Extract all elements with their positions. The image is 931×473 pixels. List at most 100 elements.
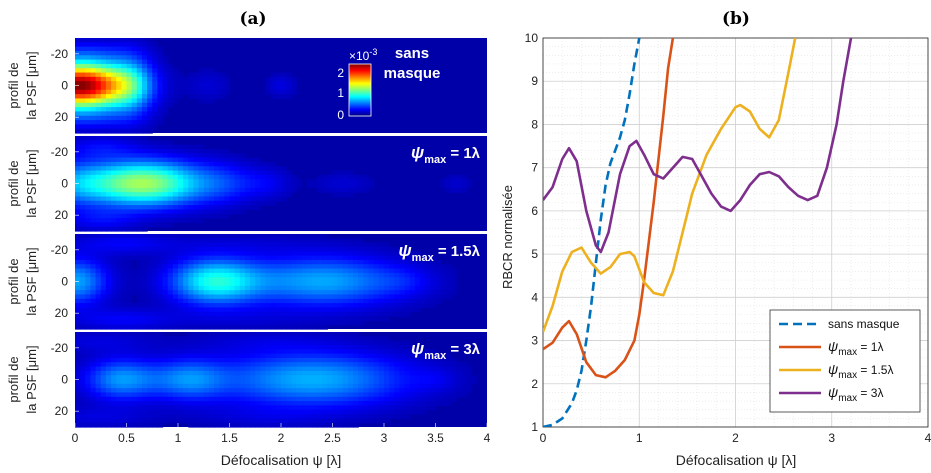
heatmap-cell	[126, 46, 133, 52]
heatmap-cell	[121, 140, 128, 146]
heatmap-cell	[131, 50, 138, 56]
heatmap-cell	[85, 107, 92, 113]
heatmap-cell	[260, 161, 267, 167]
heatmap-cell	[229, 349, 236, 355]
heatmap-cell	[270, 307, 277, 313]
heatmap-cell	[255, 161, 261, 167]
heatmap-cell	[281, 362, 287, 368]
heatmap-cell	[353, 320, 359, 326]
heatmap-cell	[105, 272, 112, 278]
heatmap-cell	[214, 179, 220, 185]
heatmap-cell	[116, 120, 122, 125]
heatmap-cell	[95, 120, 102, 125]
heatmap-cell	[90, 340, 97, 346]
heatmap-cell	[389, 370, 395, 376]
heatmap-cell	[198, 68, 205, 74]
heatmap-cell	[389, 281, 395, 287]
heatmap-cell	[188, 388, 195, 394]
heatmap-cell	[172, 81, 179, 87]
heatmap-cell	[378, 311, 385, 317]
heatmap-cell	[456, 383, 462, 389]
heatmap-cell	[229, 161, 236, 167]
heatmap-cell	[229, 320, 236, 326]
heatmap-cell	[337, 379, 344, 385]
heatmap-cell	[131, 218, 138, 223]
heatmap-cell	[85, 174, 92, 180]
heatmap-cell	[183, 272, 189, 278]
row-ylabel: la PSF [μm]	[24, 149, 39, 217]
heatmap-cell	[116, 72, 122, 78]
heatmap-cell	[152, 144, 158, 150]
heatmap-cell	[131, 196, 138, 202]
heatmap-cell	[394, 405, 401, 411]
heatmap-cell	[337, 187, 344, 193]
heatmap-cell	[275, 392, 282, 398]
heatmap-cell	[322, 294, 328, 300]
heatmap-cell	[327, 259, 334, 265]
heatmap-cell	[147, 187, 153, 193]
heatmap-cell	[255, 370, 261, 376]
heatmap-cell	[167, 187, 174, 193]
heatmap-cell	[270, 290, 277, 296]
heatmap-cell	[95, 170, 102, 176]
heatmap-cell	[327, 268, 334, 274]
heatmap-cell	[147, 401, 153, 407]
colorbar: ×10-3 2 1 0	[337, 47, 377, 122]
heatmap-cell	[90, 268, 97, 274]
heatmap-cell	[229, 298, 236, 304]
heatmap-cell	[75, 255, 81, 261]
heatmap-cell	[178, 174, 184, 180]
heatmap-cell	[80, 316, 86, 321]
heatmap-cell	[286, 298, 292, 304]
heatmap-cell	[358, 281, 364, 287]
heatmap-cell	[270, 379, 277, 385]
heatmap-cell	[131, 59, 138, 65]
heatmap-cell	[203, 379, 210, 385]
heatmap-cell	[167, 379, 174, 385]
heatmap-cell	[188, 316, 195, 321]
heatmap-cell	[219, 418, 225, 424]
heatmap-cell	[157, 148, 164, 154]
heatmap-cell	[327, 383, 334, 389]
heatmap-cell	[389, 405, 395, 411]
heatmap-cell	[250, 383, 256, 389]
heatmap-cell	[131, 375, 138, 381]
heatmap-cell	[322, 392, 328, 398]
heatmap-cell	[75, 392, 81, 398]
heatmap-cell	[105, 332, 112, 337]
heatmap-cell	[167, 72, 174, 78]
heatmap-cell	[183, 401, 189, 407]
heatmap-cell	[95, 81, 102, 87]
heatmap-cell	[399, 353, 406, 359]
heatmap-cell	[198, 332, 205, 337]
heatmap-cell	[378, 392, 385, 398]
heatmap-cell	[239, 409, 246, 415]
heatmap-cell	[183, 242, 189, 248]
heatmap-cell	[296, 422, 303, 428]
heatmap-cell	[157, 170, 164, 176]
heatmap-cell	[250, 418, 256, 424]
heatmap-cell	[265, 161, 272, 167]
heatmap-cell	[141, 59, 148, 65]
heatmap-cell	[265, 375, 272, 381]
heatmap-cell	[270, 255, 277, 261]
heatmap-cell	[75, 388, 81, 394]
heatmap-cell	[147, 166, 153, 172]
heatmap-cell	[208, 85, 215, 91]
heatmap-cell	[121, 222, 128, 228]
heatmap-cell	[327, 298, 334, 304]
heatmap-cell	[147, 268, 153, 274]
heatmap-cell	[141, 320, 148, 326]
heatmap-cell	[286, 307, 292, 313]
heatmap-cell	[183, 264, 189, 270]
heatmap-cell	[311, 251, 318, 257]
heatmap-cell	[131, 418, 138, 424]
heatmap-cell	[399, 349, 406, 355]
heatmap-cell	[317, 405, 323, 411]
heatmap-cell	[90, 187, 97, 193]
heatmap-cell	[224, 234, 231, 239]
heatmap-cell	[178, 307, 184, 313]
heatmap-cell	[255, 316, 261, 321]
heatmap-cell	[322, 414, 328, 419]
heatmap-cell	[111, 370, 117, 376]
